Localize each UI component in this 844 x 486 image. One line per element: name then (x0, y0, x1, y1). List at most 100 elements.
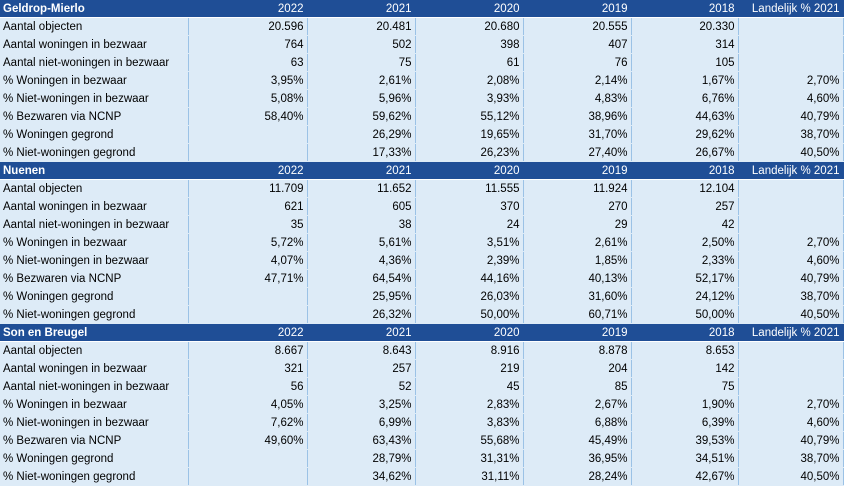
value-cell[interactable]: 38 (307, 215, 416, 234)
row-label[interactable]: % Woningen gegrond (0, 125, 189, 144)
value-cell[interactable]: 34,62% (307, 467, 416, 486)
value-cell[interactable]: 8.667 (188, 341, 308, 360)
value-cell[interactable]: 75 (631, 377, 739, 396)
year-header[interactable]: 2022 (188, 161, 308, 180)
value-cell[interactable]: 56 (188, 377, 308, 396)
value-cell[interactable]: 370 (415, 197, 524, 216)
year-header[interactable]: 2020 (415, 0, 524, 18)
row-label[interactable]: % Woningen in bezwaar (0, 71, 189, 90)
year-header[interactable]: 2022 (188, 323, 308, 342)
value-cell[interactable]: 6,39% (631, 413, 739, 432)
section-title[interactable]: Geldrop-Mierlo (0, 0, 189, 18)
value-cell[interactable]: 6,76% (631, 89, 739, 108)
value-cell[interactable]: 142 (631, 359, 739, 378)
value-cell[interactable]: 24,12% (631, 287, 739, 306)
value-cell[interactable]: 52 (307, 377, 416, 396)
value-cell[interactable]: 4,07% (188, 251, 308, 270)
value-cell[interactable]: 28,79% (307, 449, 416, 468)
value-cell[interactable] (738, 17, 844, 36)
year-header[interactable]: 2022 (188, 0, 308, 18)
value-cell[interactable]: 31,60% (523, 287, 632, 306)
value-cell[interactable]: 2,61% (307, 71, 416, 90)
value-cell[interactable]: 2,83% (415, 395, 524, 414)
value-cell[interactable]: 1,67% (631, 71, 739, 90)
row-label[interactable]: % Woningen gegrond (0, 449, 189, 468)
row-label[interactable]: Aantal niet-woningen in bezwaar (0, 377, 189, 396)
value-cell[interactable]: 52,17% (631, 269, 739, 288)
value-cell[interactable] (188, 125, 308, 144)
value-cell[interactable]: 2,14% (523, 71, 632, 90)
value-cell[interactable]: 605 (307, 197, 416, 216)
value-cell[interactable]: 4,36% (307, 251, 416, 270)
value-cell[interactable]: 20.481 (307, 17, 416, 36)
value-cell[interactable] (738, 53, 844, 72)
year-header[interactable]: 2021 (307, 161, 416, 180)
value-cell[interactable]: 31,70% (523, 125, 632, 144)
year-header[interactable]: 2021 (307, 323, 416, 342)
value-cell[interactable]: 40,50% (738, 143, 844, 162)
value-cell[interactable]: 42,67% (631, 467, 739, 486)
value-cell[interactable]: 45,49% (523, 431, 632, 450)
value-cell[interactable]: 204 (523, 359, 632, 378)
value-cell[interactable]: 61 (415, 53, 524, 72)
value-cell[interactable]: 38,70% (738, 125, 844, 144)
value-cell[interactable]: 42 (631, 215, 739, 234)
section-title[interactable]: Son en Breugel (0, 323, 189, 342)
value-cell[interactable]: 31,11% (415, 467, 524, 486)
value-cell[interactable]: 55,12% (415, 107, 524, 126)
value-cell[interactable]: 26,23% (415, 143, 524, 162)
value-cell[interactable]: 4,05% (188, 395, 308, 414)
row-label[interactable]: % Niet-woningen gegrond (0, 467, 189, 486)
value-cell[interactable]: 407 (523, 35, 632, 54)
national-header[interactable]: Landelijk % 2021 (738, 161, 844, 180)
value-cell[interactable]: 36,95% (523, 449, 632, 468)
value-cell[interactable]: 4,60% (738, 89, 844, 108)
row-label[interactable]: Aantal woningen in bezwaar (0, 359, 189, 378)
row-label[interactable]: Aantal niet-woningen in bezwaar (0, 215, 189, 234)
value-cell[interactable]: 29,62% (631, 125, 739, 144)
value-cell[interactable]: 40,50% (738, 467, 844, 486)
section-title[interactable]: Nuenen (0, 161, 189, 180)
value-cell[interactable]: 64,54% (307, 269, 416, 288)
value-cell[interactable]: 2,70% (738, 71, 844, 90)
value-cell[interactable]: 11.555 (415, 179, 524, 198)
year-header[interactable]: 2018 (631, 161, 739, 180)
value-cell[interactable]: 219 (415, 359, 524, 378)
value-cell[interactable]: 44,63% (631, 107, 739, 126)
year-header[interactable]: 2020 (415, 161, 524, 180)
value-cell[interactable]: 40,79% (738, 269, 844, 288)
value-cell[interactable]: 2,08% (415, 71, 524, 90)
row-label[interactable]: % Niet-woningen gegrond (0, 305, 189, 324)
value-cell[interactable]: 25,95% (307, 287, 416, 306)
value-cell[interactable]: 38,70% (738, 449, 844, 468)
value-cell[interactable]: 26,03% (415, 287, 524, 306)
row-label[interactable]: % Niet-woningen in bezwaar (0, 251, 189, 270)
row-label[interactable]: Aantal woningen in bezwaar (0, 35, 189, 54)
value-cell[interactable] (738, 215, 844, 234)
value-cell[interactable]: 4,60% (738, 413, 844, 432)
value-cell[interactable]: 11.924 (523, 179, 632, 198)
value-cell[interactable]: 621 (188, 197, 308, 216)
value-cell[interactable]: 398 (415, 35, 524, 54)
value-cell[interactable]: 28,24% (523, 467, 632, 486)
value-cell[interactable] (188, 143, 308, 162)
value-cell[interactable]: 3,83% (415, 413, 524, 432)
value-cell[interactable] (738, 359, 844, 378)
value-cell[interactable]: 6,99% (307, 413, 416, 432)
value-cell[interactable]: 8.643 (307, 341, 416, 360)
value-cell[interactable] (188, 287, 308, 306)
national-header[interactable]: Landelijk % 2021 (738, 323, 844, 342)
value-cell[interactable] (188, 467, 308, 486)
value-cell[interactable]: 2,70% (738, 395, 844, 414)
year-header[interactable]: 2018 (631, 323, 739, 342)
value-cell[interactable]: 4,60% (738, 251, 844, 270)
value-cell[interactable] (738, 197, 844, 216)
row-label[interactable]: % Niet-woningen in bezwaar (0, 413, 189, 432)
value-cell[interactable]: 75 (307, 53, 416, 72)
value-cell[interactable]: 11.652 (307, 179, 416, 198)
value-cell[interactable]: 2,70% (738, 233, 844, 252)
value-cell[interactable]: 27,40% (523, 143, 632, 162)
value-cell[interactable]: 40,13% (523, 269, 632, 288)
value-cell[interactable]: 4,83% (523, 89, 632, 108)
value-cell[interactable]: 2,50% (631, 233, 739, 252)
